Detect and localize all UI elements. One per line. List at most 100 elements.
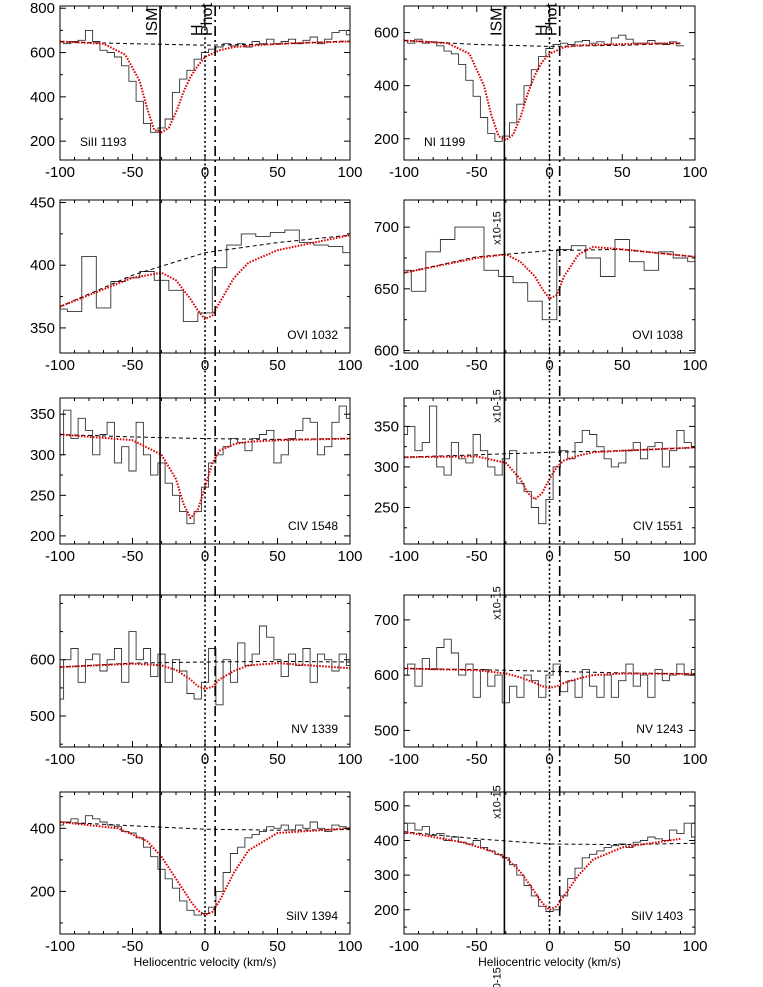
y-tick-label: 800 [30,0,55,17]
y-tick-label: 250 [374,500,399,517]
x-tick-label: -50 [122,548,144,565]
observed-spectrum [404,638,695,704]
x-tick-label: 0 [545,357,553,374]
observed-spectrum [404,405,695,525]
y-tick-label: 350 [30,406,55,423]
x-tick-label: 50 [269,357,286,374]
x-tick-label: -100 [389,751,419,768]
x-tick-label: 100 [337,357,362,374]
y-tick-label: 200 [374,902,399,919]
panels-layer: -100 -50 0 50 100 200 400 600 800 SiII 1193 -100 -5… [30,0,708,955]
x-tick-label: 100 [682,357,707,374]
panel-siii-1193: -100-50050100200400600800SiII 1193 [30,0,363,181]
y-tick-label: 700 [374,219,399,236]
continuum-line [60,660,350,668]
plot-area [404,34,685,142]
ism-label-right: ISM [488,8,505,36]
x-tick-label: -50 [466,548,488,565]
y-tick-label: 450 [30,195,55,212]
x-tick-label: -100 [45,548,75,565]
y-tick-label: 300 [374,459,399,476]
fit-line [60,821,350,917]
x-tick-label: -50 [122,357,144,374]
y-tick-label: 600 [374,343,399,360]
y-tick-label: 200 [374,131,399,148]
y-tick-label: 400 [374,78,399,95]
continuum-line [60,821,350,831]
x-tick-label: 100 [682,548,707,565]
y-tick-label: 500 [374,722,399,739]
observed-spectrum [404,226,695,321]
line-label: OVI 1038 [632,328,683,342]
fit-line [404,245,695,300]
line-label: OVI 1032 [287,328,338,342]
x-tick-label: 50 [269,164,286,181]
line-label: CIV 1548 [288,519,338,533]
fit-line [404,39,681,142]
x-tick-label: 0 [201,938,209,955]
y-tick-label: 500 [30,708,55,725]
line-label: NI 1199 [424,135,465,149]
y-tick-label: 300 [374,867,399,884]
x-tick-label: 0 [545,938,553,955]
y-tick-label: 600 [30,45,55,62]
x-tick-label: 50 [614,164,631,181]
x-tick-label: 0 [201,357,209,374]
y-tick-label: 350 [374,418,399,435]
multiplier-label: x10-15 [491,785,503,819]
x-tick-label: 50 [614,938,631,955]
fit-line [60,40,350,134]
observed-spectrum [60,815,350,916]
y-tick-label: 600 [30,652,55,669]
multiplier-label: x10-15 [491,389,503,423]
line-label: NV 1339 [291,722,338,736]
fit-line [60,433,350,519]
x-tick-label: 50 [269,548,286,565]
fit-line [404,667,695,689]
observed-spectrum [60,29,350,133]
observed-spectrum [60,405,350,525]
panel-civ-1551: -100-50050100250300350CIV 1551 [374,397,708,565]
y-tick-label: 600 [374,25,399,42]
x-tick-label: -50 [122,751,144,768]
continuum-line [60,40,350,46]
panel-nv-1243: -100-50050100500600700NV 1243 [374,594,708,768]
y-tick-label: 700 [374,612,399,629]
line-label: SiII 1193 [80,135,127,149]
plot-area [404,405,695,525]
phot-label-right: Phot [544,3,561,36]
panel-siiv-1394: -100 -50 0 50 100 200 400 SiIV 1394 [30,791,363,955]
x-tick-label: -100 [389,357,419,374]
multiplier-label: x10-15 [491,211,503,245]
x-tick-label: 100 [682,938,707,955]
x-tick-label: -100 [389,938,419,955]
x-tick-label: -50 [122,164,144,181]
y-tick-label: 400 [374,832,399,849]
line-label: NV 1243 [636,722,683,736]
x-tick-label: -50 [466,164,488,181]
y-tick-label: 250 [30,487,55,504]
h-label-left: H [189,24,206,36]
panel-civ-1548: -100-50050100200250300350CIV 1548 [30,397,363,565]
x-tick-label: -100 [389,548,419,565]
x-tick-label: -100 [45,357,75,374]
x-tick-label: -100 [45,751,75,768]
x-tick-label: 50 [614,548,631,565]
fit-line [404,830,681,911]
x-tick-label: -100 [45,938,75,955]
fit-line [60,234,350,321]
panel-siiv-1403: -100 -50 0 50 100 200 300 400 500 SiIV 1403 [374,791,708,955]
y-tick-label: 300 [30,447,55,464]
phot-label-left: Phot [199,3,216,36]
line-label: SiIV 1403 [631,909,683,923]
ism-label-left: ISM [144,8,161,36]
h-label-right: H [534,24,551,36]
x-tick-label: 100 [337,938,362,955]
x-axis-label-left: Heliocentric velocity (km/s) [134,955,277,969]
multiplier-label: x10-15 [491,967,503,987]
panel-ovi-1032: -100 -50 0 50 100 350 400 450 OVI 1032 [30,195,363,374]
x-tick-label: 100 [682,751,707,768]
line-label: CIV 1551 [633,519,683,533]
y-tick-label: 400 [30,820,55,837]
